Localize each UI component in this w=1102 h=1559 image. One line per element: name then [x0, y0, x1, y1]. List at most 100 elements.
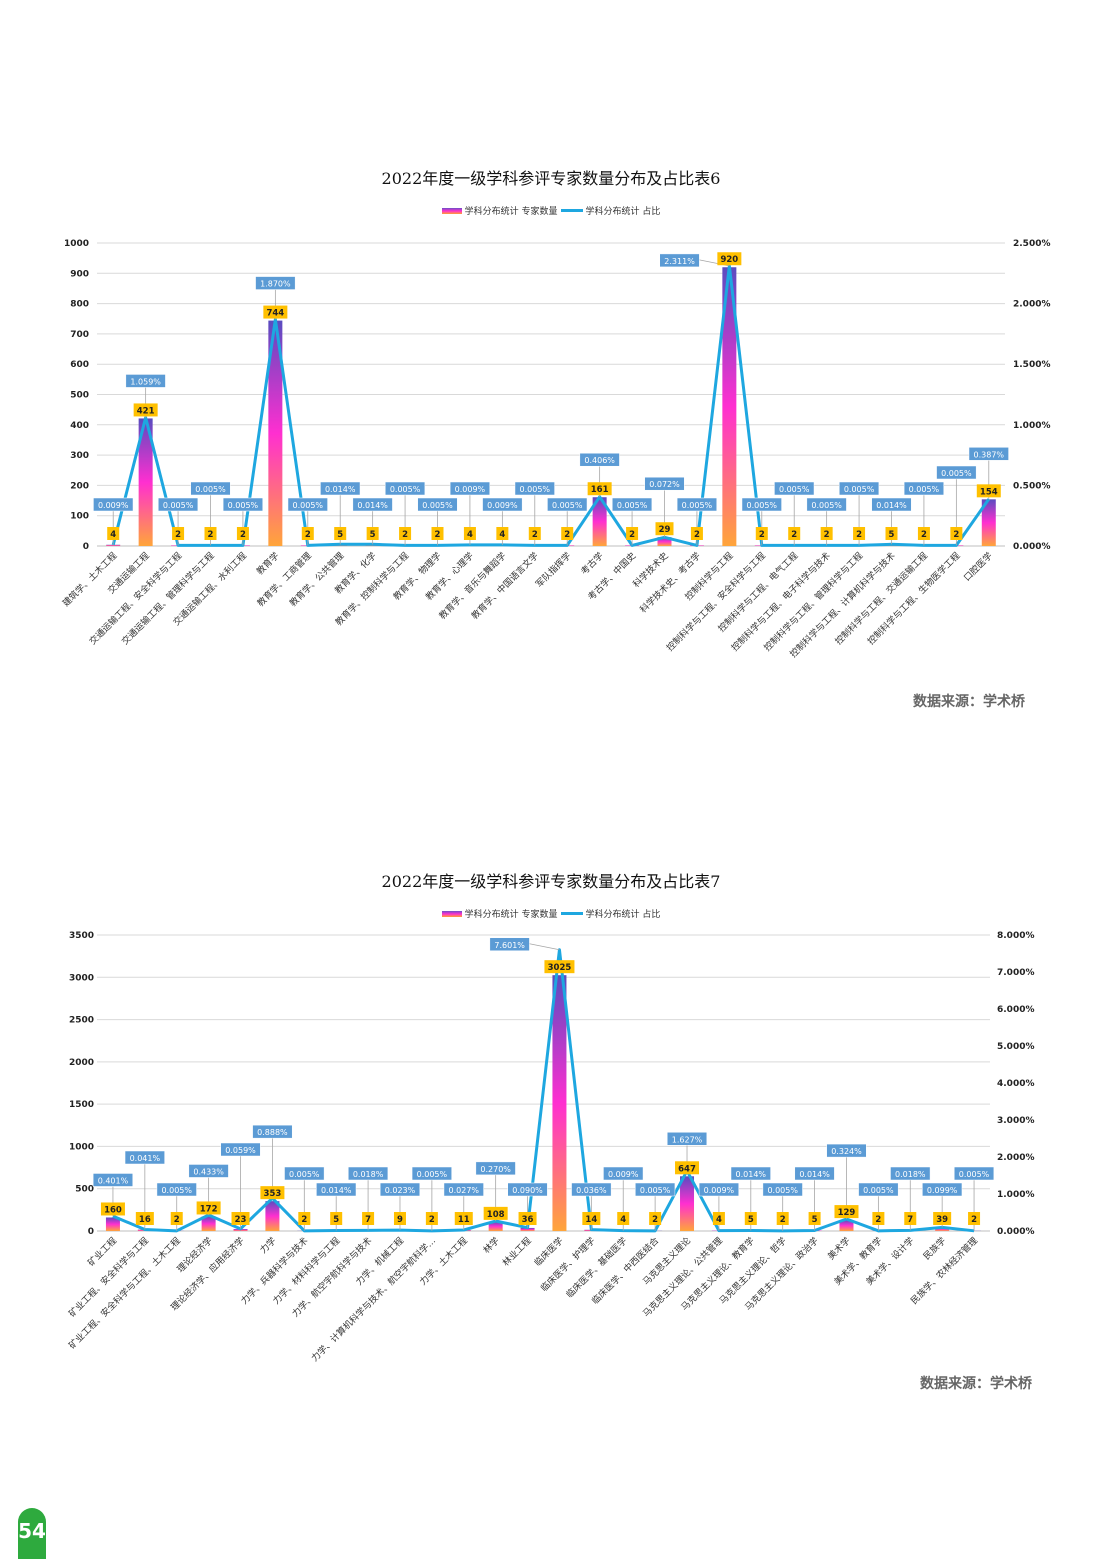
- percent-label: 0.005%: [163, 501, 194, 510]
- value-label-box: [649, 1212, 662, 1225]
- chart-2-source: 数据来源：学术桥: [920, 1376, 1032, 1392]
- percent-label: 0.406%: [584, 456, 615, 465]
- percent-label-box: [922, 1182, 963, 1197]
- percent-label-box: [93, 497, 134, 512]
- percent-label-box: [190, 481, 231, 496]
- x-tick-label: 林业工程: [500, 1235, 534, 1269]
- value-label-box: [712, 1212, 725, 1225]
- value-label: 2: [175, 530, 181, 540]
- percent-label: 0.036%: [576, 1186, 607, 1195]
- percent-label-box: [666, 1132, 708, 1146]
- value-label-box: [260, 1186, 285, 1200]
- percent-label: 0.005%: [682, 501, 713, 510]
- percent-label: 0.270%: [480, 1165, 511, 1174]
- value-label: 2: [953, 530, 959, 540]
- percent-label: 0.005%: [747, 501, 778, 510]
- percent-label-box: [255, 276, 296, 290]
- percent-label: 0.005%: [390, 485, 421, 494]
- percent-label-box: [507, 1182, 548, 1197]
- percent-label-box: [188, 1164, 229, 1178]
- x-tick-label: 美术学: [825, 1235, 853, 1263]
- value-label-box: [885, 527, 898, 540]
- percent-label: 0.041%: [130, 1154, 161, 1163]
- value-label: 4: [467, 530, 473, 540]
- chart-1-source: 数据来源：学术桥: [913, 694, 1025, 710]
- y2-tick-label: 6.000%: [997, 1005, 1035, 1015]
- x-tick-label: 临床医学、护理学: [538, 1235, 597, 1294]
- percent-label-box: [698, 1182, 739, 1197]
- value-label: 2: [791, 530, 797, 540]
- y2-tick-label: 0.500%: [1013, 481, 1051, 491]
- y-tick-label: 3000: [69, 973, 94, 983]
- percent-line: [112, 948, 975, 1233]
- percent-label-box: [635, 1182, 676, 1197]
- value-label-box: [362, 1212, 375, 1225]
- y2-tick-label: 7.000%: [997, 968, 1035, 978]
- percent-label: 0.005%: [959, 1170, 990, 1179]
- percent-label: 0.009%: [455, 485, 486, 494]
- percent-label: 0.014%: [357, 501, 388, 510]
- percent-label: 0.005%: [767, 1186, 798, 1195]
- value-label-box: [626, 527, 639, 540]
- value-label-box: [330, 1212, 343, 1225]
- value-label-box: [904, 1212, 917, 1225]
- percent-label-box: [489, 937, 530, 952]
- percent-label-box: [352, 497, 393, 512]
- legend-bar-swatch: [441, 910, 462, 917]
- value-label: 23: [235, 1215, 247, 1225]
- y-tick-label: 100: [70, 512, 89, 522]
- value-label-box: [231, 1212, 250, 1225]
- percent-label-box: [475, 1161, 516, 1176]
- value-label: 2: [652, 1215, 658, 1225]
- value-label: 154: [980, 487, 998, 497]
- value-label-box: [917, 527, 930, 540]
- percent-label: 0.005%: [941, 469, 972, 478]
- percent-label: 0.005%: [909, 485, 940, 494]
- value-label: 353: [264, 1189, 282, 1199]
- value-label-box: [690, 527, 703, 540]
- value-label: 7: [907, 1215, 913, 1225]
- percent-label: 0.018%: [353, 1170, 384, 1179]
- value-label: 161: [591, 485, 609, 495]
- percent-line: [111, 264, 991, 547]
- bar: [592, 497, 607, 546]
- percent-label: 0.023%: [385, 1186, 416, 1195]
- value-label-box: [717, 252, 742, 266]
- percent-label-box: [890, 1166, 931, 1181]
- percent-label-box: [287, 497, 328, 512]
- percent-label: 0.387%: [974, 450, 1005, 459]
- value-label-box: [236, 527, 249, 540]
- value-label-box: [425, 1212, 438, 1225]
- y2-tick-label: 2.500%: [1013, 239, 1051, 249]
- percent-label-box: [936, 465, 977, 480]
- value-label: 5: [333, 1215, 339, 1225]
- percent-label: 1.870%: [260, 280, 291, 289]
- y-tick-label: 3500: [69, 931, 94, 941]
- y-tick-label: 600: [70, 360, 89, 370]
- percent-label: 0.005%: [293, 501, 324, 510]
- value-label-box: [755, 527, 768, 540]
- percent-label-box: [320, 481, 361, 496]
- y-tick-label: 300: [70, 451, 89, 461]
- value-label: 9: [397, 1215, 403, 1225]
- value-label: 2: [694, 530, 700, 540]
- value-label: 2: [240, 530, 246, 540]
- value-label-box: [393, 1212, 406, 1225]
- value-label: 2: [856, 530, 862, 540]
- value-label: 29: [659, 525, 671, 535]
- legend-bar-label: 学科分布统计 专家数量: [464, 207, 558, 217]
- percent-label-box: [730, 1166, 771, 1181]
- value-label-box: [968, 1212, 981, 1225]
- value-label-box: [518, 1212, 537, 1225]
- bar: [520, 1227, 535, 1231]
- value-label: 2: [301, 1215, 307, 1225]
- percent-label-box: [762, 1182, 803, 1197]
- bar: [680, 1176, 695, 1231]
- percent-label: 0.005%: [520, 485, 551, 494]
- value-label-box: [950, 527, 963, 540]
- x-tick-label: 临床医学、基础医学: [564, 1235, 630, 1301]
- value-label: 5: [748, 1215, 754, 1225]
- percent-label: 0.099%: [927, 1186, 958, 1195]
- value-label: 2: [435, 530, 441, 540]
- percent-label-box: [158, 497, 199, 512]
